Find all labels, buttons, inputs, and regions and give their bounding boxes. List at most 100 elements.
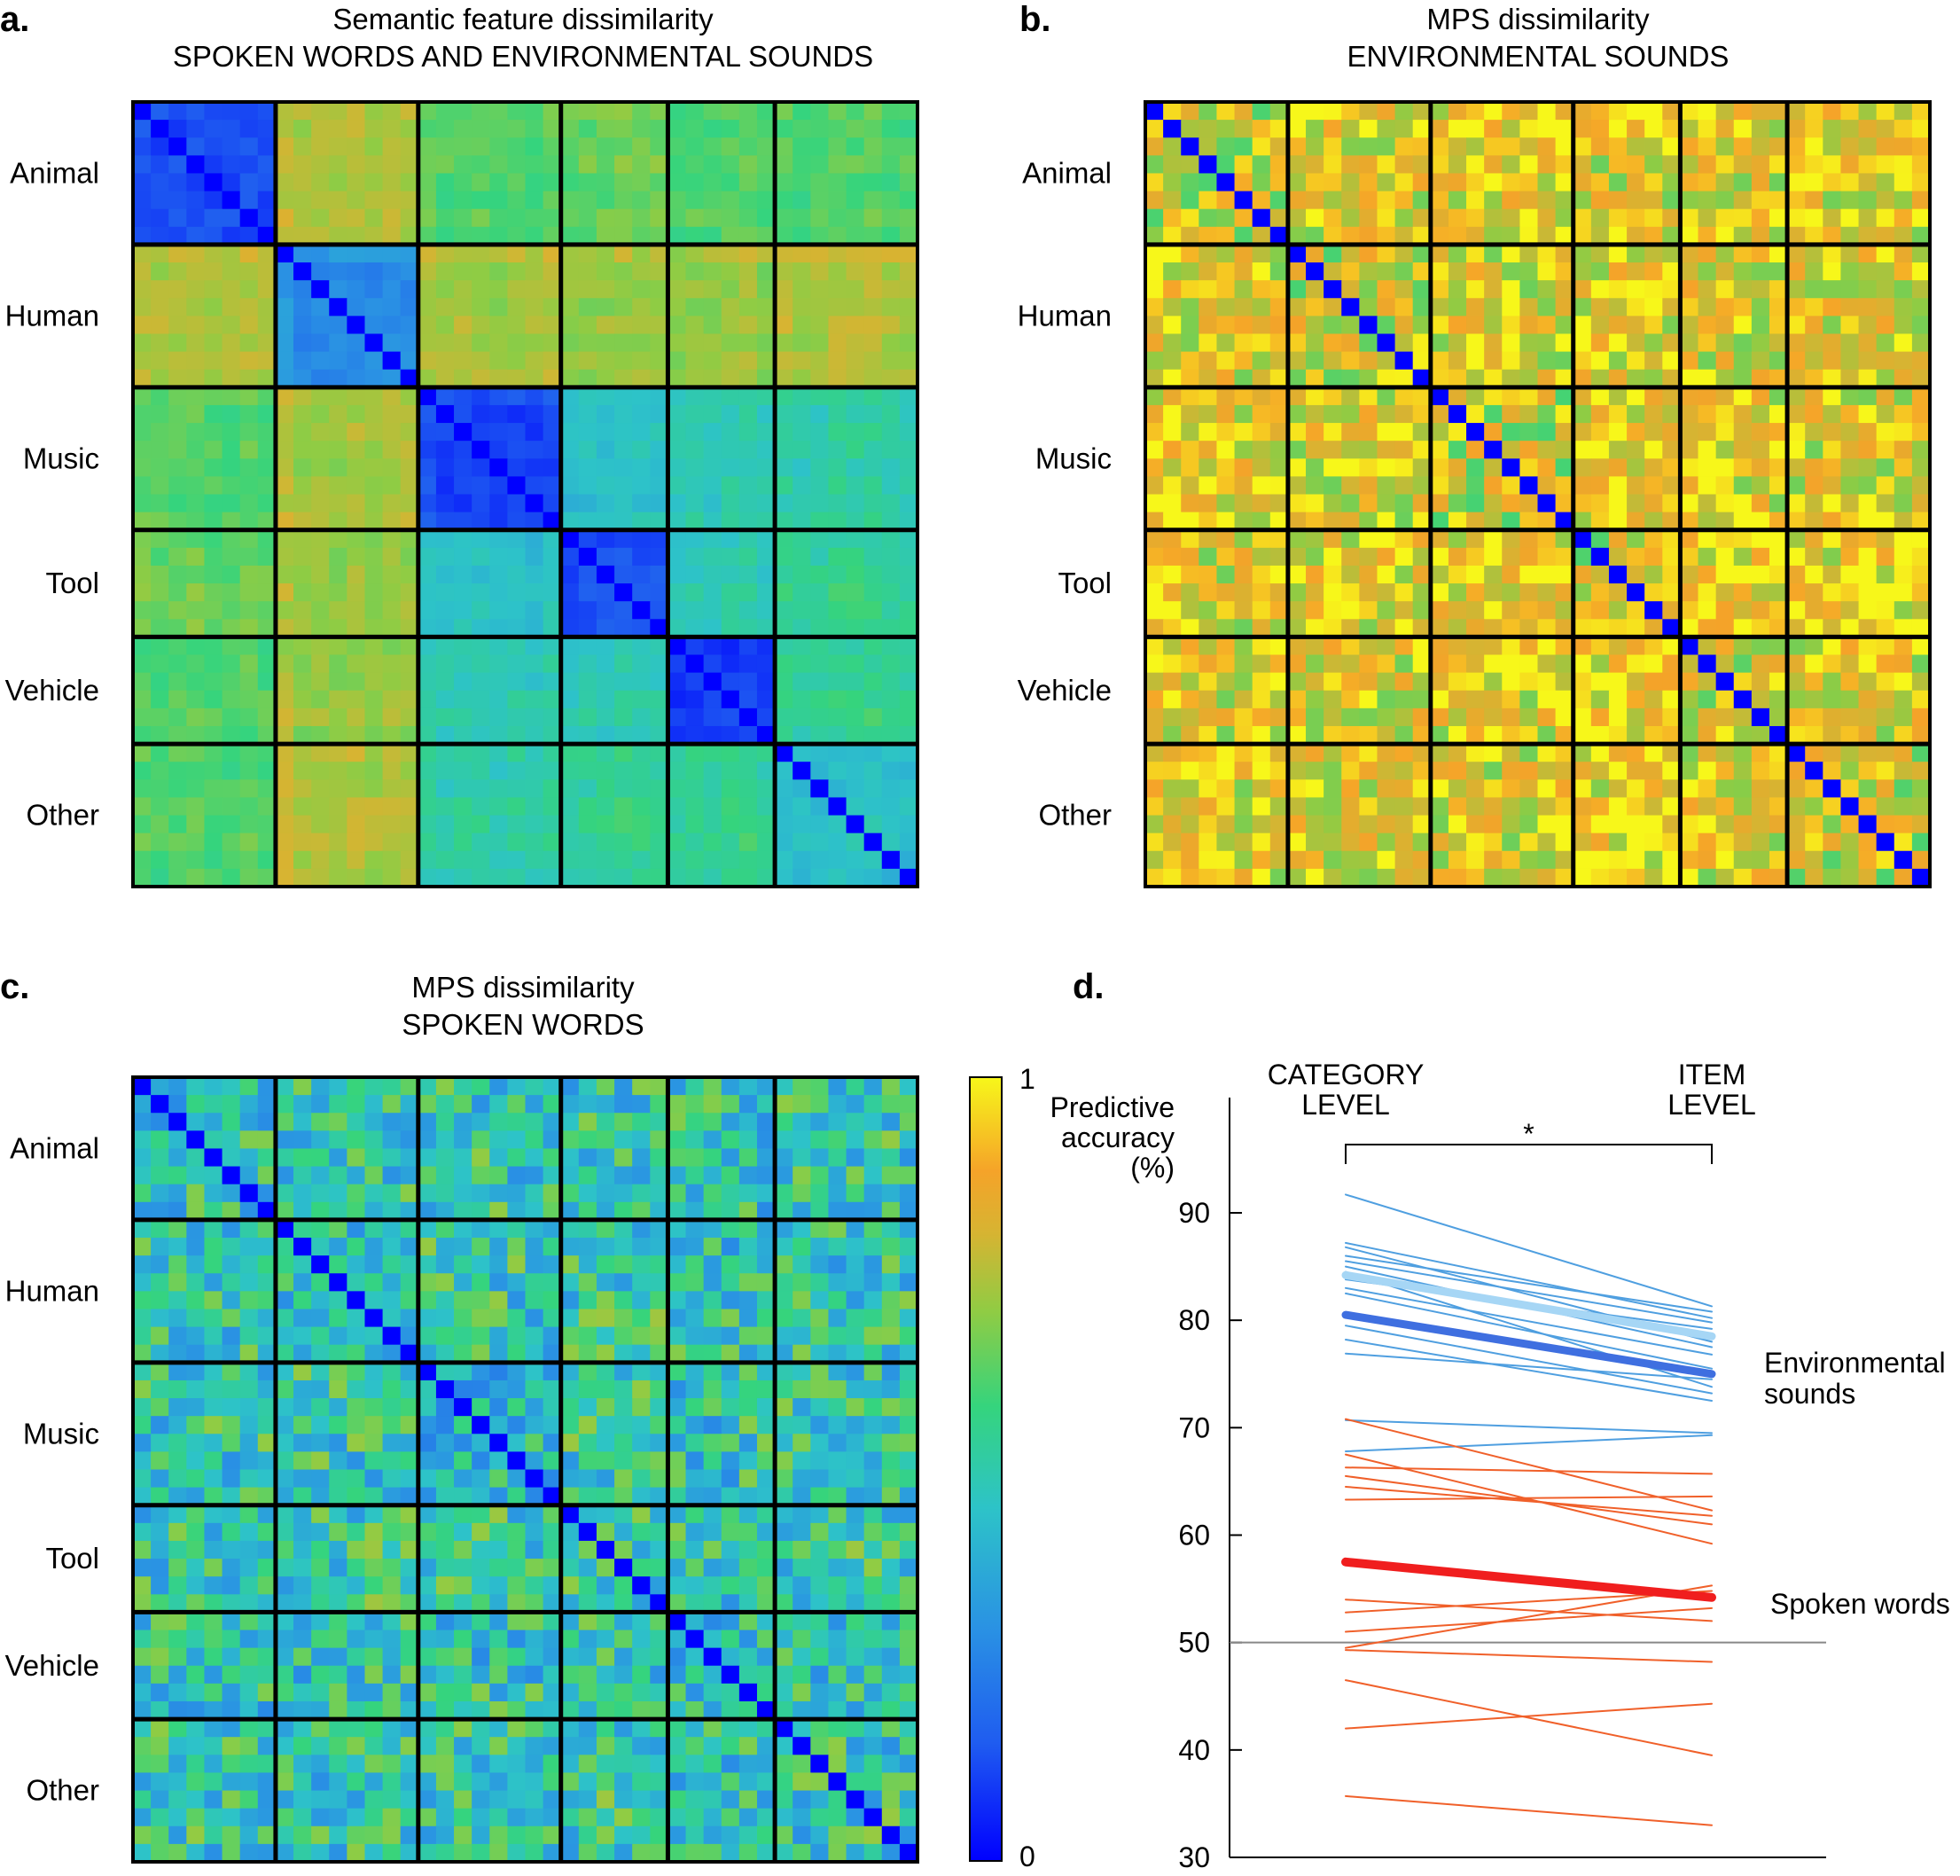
heatmap-cell xyxy=(133,120,152,138)
heatmap-cell xyxy=(685,208,705,228)
heatmap-cell xyxy=(650,583,669,602)
heatmap-cell xyxy=(347,654,366,674)
heatmap-cell xyxy=(578,1291,597,1310)
heatmap-cell xyxy=(650,744,669,762)
heatmap-cell xyxy=(204,351,223,371)
heatmap-cell xyxy=(472,1291,490,1310)
heatmap-cell xyxy=(1537,690,1557,709)
heatmap-cell xyxy=(1680,458,1699,477)
heatmap-cell xyxy=(685,512,705,531)
heatmap-cell xyxy=(311,619,330,638)
heatmap-cell xyxy=(382,191,402,210)
heatmap-cell xyxy=(1394,351,1414,371)
heatmap-cell xyxy=(668,583,687,602)
heatmap-cell xyxy=(703,387,722,406)
heatmap-cell xyxy=(186,387,206,406)
heatmap-cell xyxy=(1698,369,1717,388)
heatmap-cell xyxy=(1680,850,1699,870)
heatmap-cell xyxy=(685,1113,705,1131)
heatmap-cell xyxy=(275,1416,294,1434)
heatmap-cell xyxy=(525,1095,544,1114)
heatmap-cell xyxy=(1394,565,1414,584)
heatmap-cell xyxy=(596,298,615,317)
heatmap-cell xyxy=(650,369,669,388)
heatmap-cell xyxy=(1252,654,1271,674)
heatmap-cell xyxy=(311,1077,330,1096)
heatmap-cell xyxy=(418,1344,437,1364)
heatmap-cell xyxy=(1608,173,1628,192)
panel-b-title-line1: MPS dissimilarity xyxy=(1426,3,1650,35)
heatmap-cell xyxy=(614,1416,633,1434)
heatmap-cell xyxy=(239,1184,259,1203)
heatmap-cell xyxy=(507,173,527,192)
heatmap-cell xyxy=(1911,369,1931,388)
heatmap-cell xyxy=(1394,779,1414,799)
heatmap-cell xyxy=(596,672,615,692)
heatmap-cell xyxy=(1911,441,1931,459)
heatmap-cell xyxy=(881,1434,901,1452)
heatmap-cell xyxy=(133,458,152,477)
heatmap-cell xyxy=(329,494,347,513)
heatmap-cell xyxy=(1359,387,1378,406)
heatmap-cell xyxy=(293,1309,312,1328)
heatmap-cell xyxy=(293,369,312,388)
heatmap-cell xyxy=(489,226,508,246)
heatmap-cell xyxy=(1199,316,1218,335)
heatmap-cell xyxy=(899,1416,918,1434)
category-label-vehicle: Vehicle xyxy=(5,674,99,707)
heatmap-cell xyxy=(1608,476,1628,496)
heatmap-cell xyxy=(151,441,169,459)
heatmap-cell xyxy=(685,404,705,424)
heatmap-cell xyxy=(329,458,347,477)
heatmap-cell xyxy=(1269,333,1289,353)
heatmap-cell xyxy=(222,280,241,299)
heatmap-cell xyxy=(1216,476,1236,496)
heatmap-cell xyxy=(1698,868,1717,887)
heatmap-cell xyxy=(775,1398,793,1417)
heatmap-cell xyxy=(311,1166,330,1185)
heatmap-cell xyxy=(186,565,206,584)
heatmap-cell xyxy=(721,137,740,156)
heatmap-cell xyxy=(863,1219,883,1239)
heatmap-cell xyxy=(1163,244,1182,263)
heatmap-cell xyxy=(1608,226,1628,246)
heatmap-cell xyxy=(703,1130,722,1150)
heatmap-cell xyxy=(899,601,918,620)
heatmap-cell xyxy=(435,441,455,459)
heatmap-cell xyxy=(632,1362,651,1381)
heatmap-cell xyxy=(1662,619,1682,638)
heatmap-cell xyxy=(846,1201,865,1221)
heatmap-cell xyxy=(1163,387,1182,406)
heatmap-cell xyxy=(275,1148,294,1168)
heatmap-cell xyxy=(1466,102,1485,121)
heatmap-cell xyxy=(293,120,312,138)
heatmap-cell xyxy=(400,690,419,709)
heatmap-cell xyxy=(293,619,312,638)
heatmap-cell xyxy=(596,476,615,496)
heatmap-cell xyxy=(204,387,223,406)
heatmap-cell xyxy=(133,137,152,156)
heatmap-cell xyxy=(151,512,169,531)
heatmap-cell xyxy=(632,226,651,246)
heatmap-cell xyxy=(685,387,705,406)
heatmap-cell xyxy=(1537,173,1557,192)
heatmap-cell xyxy=(275,762,294,780)
heatmap-cell xyxy=(1573,512,1592,531)
heatmap-cell xyxy=(863,102,883,121)
heatmap-cell xyxy=(364,333,384,353)
heatmap-cell xyxy=(204,262,223,281)
heatmap-cell xyxy=(525,173,544,192)
heatmap-cell xyxy=(668,120,687,138)
heatmap-cell xyxy=(1359,155,1378,175)
heatmap-cell xyxy=(364,850,384,870)
heatmap-cell xyxy=(329,1469,347,1489)
heatmap-cell xyxy=(1751,404,1770,424)
heatmap-cell xyxy=(810,565,830,584)
heatmap-cell xyxy=(382,351,402,371)
heatmap-cell xyxy=(133,619,152,638)
heatmap-cell xyxy=(239,797,259,817)
heatmap-cell xyxy=(1573,120,1592,138)
heatmap-cell xyxy=(1412,654,1432,674)
heatmap-cell xyxy=(418,208,437,228)
heatmap-cell xyxy=(1394,244,1414,263)
